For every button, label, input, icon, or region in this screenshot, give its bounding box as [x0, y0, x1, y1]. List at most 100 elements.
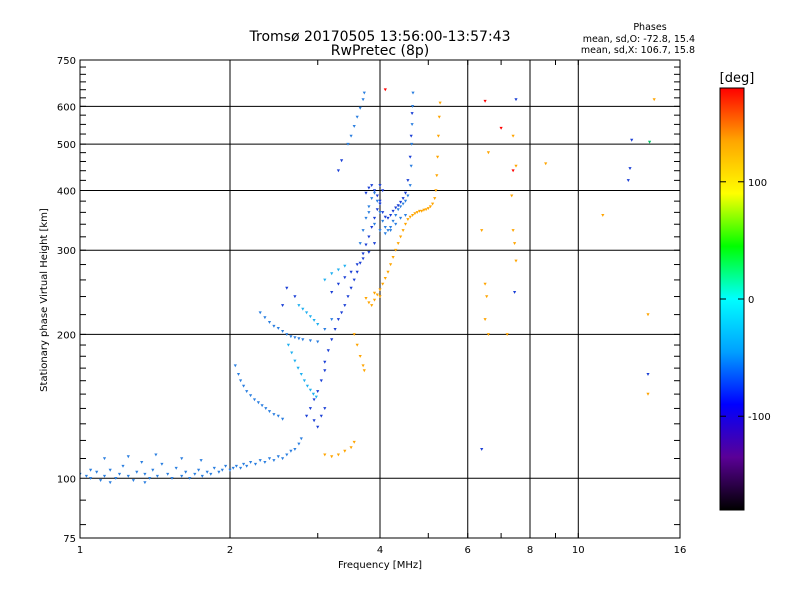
data-point [372, 216, 377, 220]
data-point [301, 307, 305, 311]
data-point [249, 461, 253, 464]
data-point [364, 243, 368, 247]
data-point [319, 414, 323, 418]
data-point [281, 304, 285, 307]
data-point [293, 295, 297, 299]
data-point [323, 328, 327, 331]
data-point [352, 278, 356, 282]
data-point [486, 151, 490, 155]
data-point [383, 88, 387, 92]
colorbar-label: [deg] [720, 71, 755, 86]
data-point [188, 477, 192, 480]
data-point [362, 91, 366, 95]
data-point [323, 453, 327, 457]
data-point [355, 115, 359, 119]
data-point [375, 208, 379, 212]
data-point [358, 355, 362, 358]
data-point [394, 214, 398, 217]
data-point [646, 313, 650, 317]
x-tick-label: 6 [465, 545, 471, 556]
data-point [435, 174, 439, 178]
data-point [336, 318, 340, 321]
data-point [410, 123, 414, 126]
data-point [628, 167, 632, 170]
data-point [258, 459, 262, 462]
data-point [336, 282, 340, 286]
data-point [220, 468, 224, 472]
data-point [364, 191, 368, 195]
x-tick-label: 1 [77, 545, 83, 556]
data-point [148, 477, 152, 480]
data-point [403, 191, 408, 195]
data-point [197, 468, 201, 472]
data-point [389, 263, 393, 267]
data-point [289, 449, 293, 453]
data-point [330, 338, 334, 342]
data-point [135, 470, 139, 474]
data-point [426, 207, 430, 210]
data-point [367, 301, 371, 305]
data-point [436, 134, 440, 138]
data-point [117, 472, 122, 476]
data-point [411, 214, 415, 217]
data-point [228, 468, 232, 472]
data-point [437, 115, 441, 119]
y-tick-label: 600 [57, 102, 76, 113]
data-point [272, 413, 276, 416]
data-point [401, 197, 405, 200]
data-point [375, 199, 379, 203]
data-point [102, 474, 107, 478]
data-point [319, 379, 323, 383]
data-point [358, 106, 362, 110]
data-point [209, 472, 213, 476]
data-point [513, 242, 517, 245]
data-point [302, 379, 306, 383]
data-point [245, 390, 249, 393]
colorbar-tick-label: 0 [748, 295, 754, 306]
data-point [343, 304, 347, 307]
data-point [126, 474, 130, 478]
data-point [646, 373, 650, 376]
data-point [143, 481, 147, 485]
x-tick-label: 2 [227, 545, 233, 556]
x-tick-label: 8 [527, 545, 533, 556]
data-point [409, 164, 413, 168]
data-point [434, 189, 438, 193]
data-point [413, 212, 417, 216]
y-tick-label: 500 [57, 140, 76, 151]
data-point [312, 398, 316, 402]
colorbar-ticks: 100 0 -100 [720, 178, 771, 423]
data-point [361, 252, 365, 256]
data-point [406, 218, 410, 221]
data-point [174, 466, 178, 470]
data-point [323, 369, 327, 373]
data-point [224, 464, 228, 468]
data-point [285, 286, 289, 290]
data-point [361, 257, 365, 261]
data-point [389, 229, 393, 232]
data-point [349, 446, 353, 450]
data-point [297, 304, 301, 307]
data-point [436, 155, 440, 159]
data-point [343, 276, 347, 280]
data-point [308, 407, 312, 410]
data-point [483, 282, 487, 286]
data-point [285, 333, 289, 336]
grid [80, 60, 680, 538]
data-point [349, 270, 353, 274]
data-point [411, 91, 415, 95]
data-point [403, 222, 408, 226]
data-point [411, 105, 415, 108]
data-point [409, 134, 413, 138]
data-point [281, 457, 285, 461]
y-tick-label: 100 [57, 474, 76, 485]
data-point [276, 414, 280, 418]
y-tick-label: 75 [63, 534, 76, 545]
colorbar-tick-label: -100 [748, 412, 771, 423]
data-point [514, 164, 518, 168]
data-point [239, 379, 243, 383]
data-point [333, 328, 337, 331]
data-point [370, 197, 374, 200]
data-point [242, 384, 246, 388]
